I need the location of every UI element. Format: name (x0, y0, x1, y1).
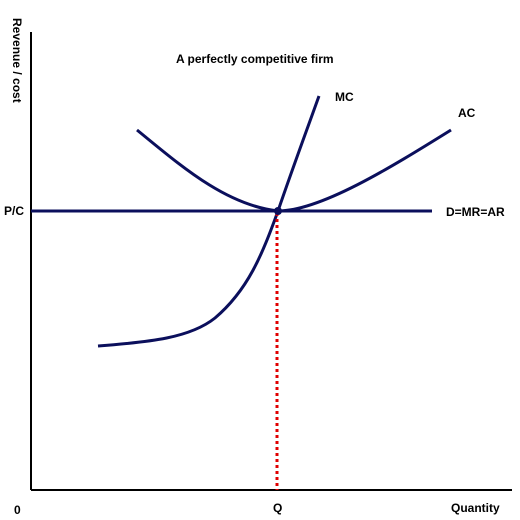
equilibrium-point (274, 207, 282, 215)
mc-label: MC (335, 90, 354, 104)
origin-label: 0 (14, 503, 21, 517)
y-axis-label: Revenue / cost (10, 18, 24, 103)
quantity-label: Q (273, 501, 282, 515)
chart-title: A perfectly competitive firm (176, 52, 334, 66)
ac-label: AC (458, 106, 476, 120)
ac-curve (136, 128, 452, 213)
x-axis-label: Quantity (451, 501, 500, 515)
demand-label: D=MR=AR (446, 205, 505, 219)
mc-curve (97, 95, 321, 348)
price-label: P/C (4, 204, 24, 218)
